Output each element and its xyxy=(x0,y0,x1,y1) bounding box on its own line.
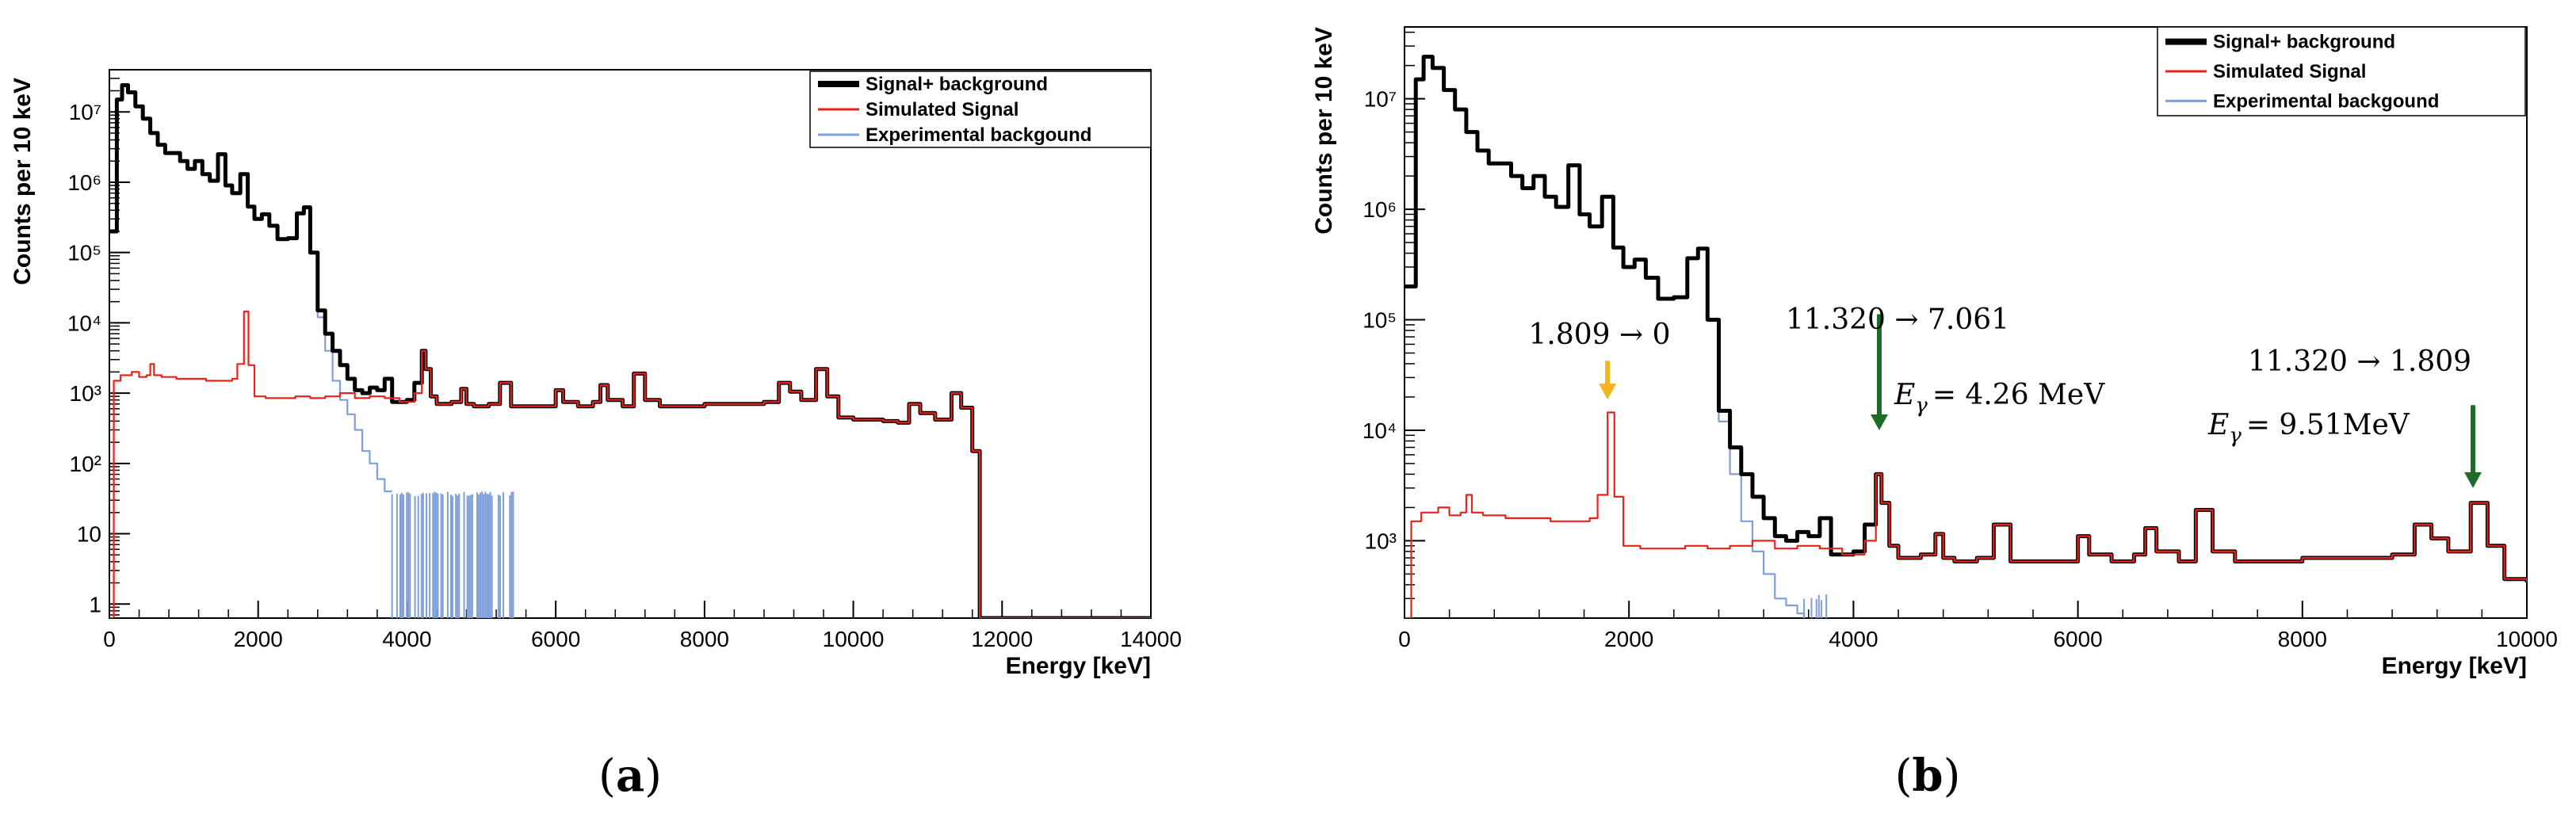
simulated-signal-line xyxy=(109,311,1151,618)
experimental-background-line xyxy=(109,84,392,493)
legend-box xyxy=(809,71,1152,148)
series-group xyxy=(109,83,1151,618)
energy-value: = 4.26 MeV xyxy=(1932,379,2105,411)
legend-box xyxy=(2157,26,2526,116)
panel-a: 0 2000 4000 6000 8000 10000 12000 14000 1 10 10² 10… xyxy=(10,69,1182,802)
x-tick-label: 14000 xyxy=(1120,627,1182,651)
caption-close: ) xyxy=(1943,750,1961,802)
legend-label: Simulated Signal xyxy=(2213,61,2366,82)
transition-label: 11.320 → 1.809 xyxy=(2248,346,2471,378)
caption-open: ( xyxy=(1895,750,1913,802)
x-tick-label: 6000 xyxy=(2053,627,2102,651)
x-tick-label: 2000 xyxy=(234,627,283,651)
x-tick-label: 0 xyxy=(1398,627,1411,651)
caption-letter: a xyxy=(616,750,644,802)
energy-value: = 9.51MeV xyxy=(2246,409,2410,441)
y-axis: 10³ 10⁴ 10⁵ 10⁶ 10⁷ xyxy=(1363,31,1425,619)
annotation-arrow-head xyxy=(1870,414,1888,430)
energy-subscript: γ xyxy=(2229,424,2242,448)
legend-label: Signal+ background xyxy=(866,74,1048,95)
legend-label: Signal+ background xyxy=(2213,32,2395,53)
annotation-arrow-head xyxy=(1599,384,1617,400)
y-tick-label: 10⁶ xyxy=(1363,197,1397,222)
panel-b: 0 2000 4000 6000 8000 10000 10³ 10⁴ 10⁵ 10⁶ 10⁷ Ene… xyxy=(1311,26,2558,802)
legend-label: Experimental backgound xyxy=(2213,90,2439,112)
x-tick-label: 4000 xyxy=(382,627,431,651)
x-axis-title: Energy [keV] xyxy=(1006,653,1151,679)
x-tick-label: 8000 xyxy=(2278,627,2327,651)
legend: Signal+ background Simulated Signal Experi… xyxy=(2157,26,2526,116)
x-tick-label: 6000 xyxy=(531,627,580,651)
x-tick-label: 10000 xyxy=(823,627,885,651)
transition-label: 11.320 → 7.061 xyxy=(1786,304,2009,336)
legend-label: Simulated Signal xyxy=(866,99,1019,120)
x-tick-label: 4000 xyxy=(1829,627,1878,651)
y-axis-title: Counts per 10 keV xyxy=(10,78,36,285)
legend: Signal+ background Simulated Signal Experi… xyxy=(809,71,1152,148)
energy-symbol: E xyxy=(2207,409,2229,441)
y-tick-label: 10 xyxy=(77,522,101,547)
panel-caption: (b) xyxy=(1895,750,1961,802)
y-tick-label: 1 xyxy=(89,592,101,617)
y-tick-label: 10⁴ xyxy=(67,311,101,335)
x-tick-label: 2000 xyxy=(1604,627,1653,651)
x-axis: 0 2000 4000 6000 8000 10000 12000 14000 xyxy=(103,601,1182,651)
gamma-energy-label: Eγ = 9.51MeV xyxy=(2207,409,2410,448)
panel-caption: (a) xyxy=(598,750,662,802)
y-tick-label: 10² xyxy=(70,452,101,476)
legend-label: Experimental backgound xyxy=(866,124,1091,146)
simulated-signal-line xyxy=(1405,411,2527,618)
signal-background-line xyxy=(109,83,1151,618)
y-tick-label: 10⁶ xyxy=(67,170,101,195)
y-axis: 1 10 10² 10³ 10⁴ 10⁵ 10⁶ 10⁷ xyxy=(67,78,130,617)
energy-symbol: E xyxy=(1894,379,1915,411)
transition-label: 1.809 → 0 xyxy=(1528,319,1670,351)
caption-letter: b xyxy=(1912,750,1943,802)
plot-frame xyxy=(109,69,1152,619)
y-tick-label: 10⁵ xyxy=(1363,308,1397,333)
caption-close: ) xyxy=(644,750,662,802)
x-tick-label: 8000 xyxy=(680,627,729,651)
series-group xyxy=(1405,55,2527,618)
y-tick-label: 10⁴ xyxy=(1363,418,1397,443)
x-axis-title: Energy [keV] xyxy=(2382,653,2527,679)
x-tick-label: 12000 xyxy=(971,627,1033,651)
plot-frame xyxy=(1404,26,2528,619)
x-tick-label: 0 xyxy=(103,627,116,651)
x-axis: 0 2000 4000 6000 8000 10000 xyxy=(1398,601,2558,651)
x-tick-label: 10000 xyxy=(2496,627,2558,651)
y-tick-label: 10³ xyxy=(1365,529,1397,553)
y-tick-label: 10⁷ xyxy=(1364,87,1397,112)
y-axis-title: Counts per 10 keV xyxy=(1311,27,1337,235)
caption-open: ( xyxy=(598,750,616,802)
y-tick-label: 10³ xyxy=(70,381,101,406)
y-tick-label: 10⁵ xyxy=(67,241,101,265)
y-tick-label: 10⁷ xyxy=(69,100,101,124)
annotation-arrow-head xyxy=(2464,471,2482,488)
gamma-energy-label: Eγ = 4.26 MeV xyxy=(1894,379,2105,418)
energy-subscript: γ xyxy=(1915,394,1928,418)
